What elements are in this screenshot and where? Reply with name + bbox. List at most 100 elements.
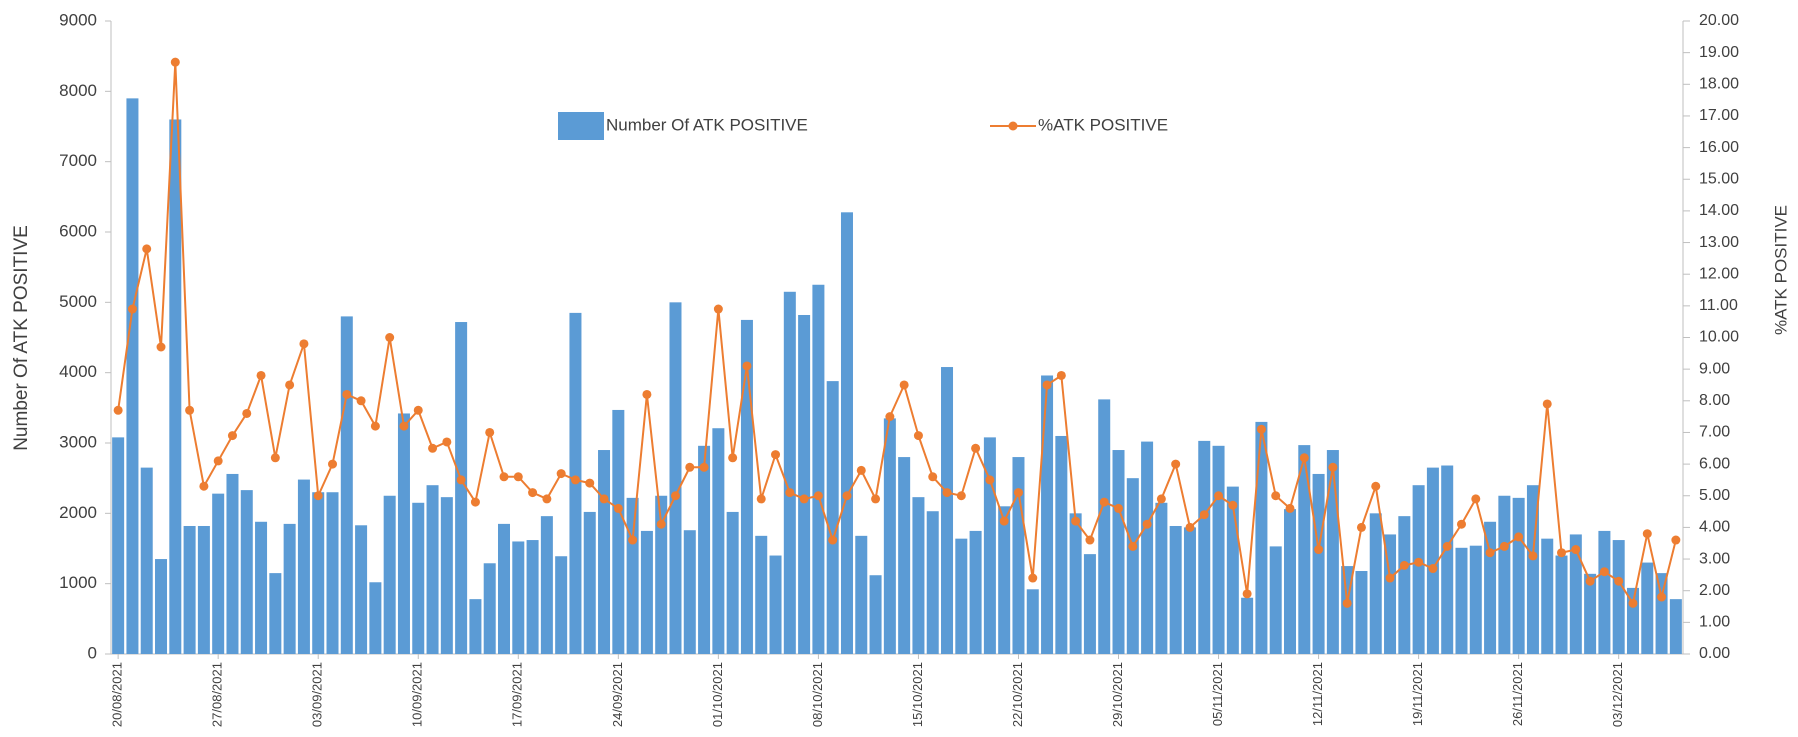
legend-label: %ATK POSITIVE bbox=[1038, 115, 1168, 134]
line-marker bbox=[456, 475, 466, 485]
bar bbox=[1541, 538, 1554, 654]
line-marker bbox=[313, 491, 323, 501]
bar bbox=[1226, 486, 1239, 654]
x-tick-label: 01/10/2021 bbox=[710, 662, 725, 727]
legend-label: Number Of ATK POSITIVE bbox=[606, 115, 808, 134]
bar bbox=[669, 302, 682, 654]
x-tick-label: 27/08/2021 bbox=[210, 662, 225, 727]
line-marker bbox=[1242, 589, 1252, 599]
line-marker bbox=[1342, 598, 1352, 608]
line-marker bbox=[428, 443, 438, 453]
bar bbox=[1498, 495, 1511, 654]
line-marker bbox=[242, 408, 252, 418]
y-tick-label: 3000 bbox=[59, 432, 97, 451]
line-marker bbox=[928, 472, 938, 482]
y-tick-label: 9000 bbox=[59, 10, 97, 29]
bar bbox=[1669, 599, 1682, 654]
bar bbox=[712, 428, 725, 654]
line-marker bbox=[1571, 545, 1581, 555]
bar bbox=[483, 563, 496, 654]
line-marker bbox=[656, 519, 666, 529]
bar bbox=[1255, 421, 1268, 654]
bar bbox=[1555, 555, 1568, 654]
y-tick-label: 0 bbox=[88, 643, 97, 662]
bar bbox=[455, 322, 468, 654]
bar bbox=[126, 98, 139, 654]
line-marker bbox=[1385, 573, 1395, 583]
y2-tick-label: 19.00 bbox=[1699, 44, 1739, 61]
y-tick-label: 7000 bbox=[59, 151, 97, 170]
line-marker bbox=[1399, 560, 1409, 570]
bar bbox=[140, 467, 153, 654]
line-marker bbox=[628, 535, 638, 545]
bar bbox=[969, 530, 982, 654]
bar bbox=[769, 555, 782, 654]
y2-axis-title: %ATK POSITIVE bbox=[1771, 205, 1790, 335]
line-marker bbox=[1028, 573, 1038, 583]
y2-tick-label: 1.00 bbox=[1699, 614, 1730, 631]
bar bbox=[1055, 435, 1068, 654]
bar bbox=[440, 497, 453, 654]
line-marker bbox=[156, 342, 166, 352]
bar bbox=[1126, 478, 1139, 654]
line-marker bbox=[1642, 529, 1652, 539]
bar bbox=[1569, 534, 1582, 654]
line-marker bbox=[285, 380, 295, 390]
bar bbox=[1598, 530, 1611, 654]
bar bbox=[1283, 509, 1297, 654]
line-marker bbox=[1128, 541, 1138, 551]
bar bbox=[1141, 441, 1154, 654]
line-marker bbox=[299, 339, 309, 349]
line-marker bbox=[885, 412, 895, 422]
line-marker bbox=[1099, 497, 1109, 507]
line-marker bbox=[1214, 491, 1224, 501]
line-marker bbox=[1185, 522, 1195, 532]
y2-tick-label: 12.00 bbox=[1699, 265, 1739, 282]
bar bbox=[798, 314, 811, 654]
line-marker bbox=[1171, 459, 1181, 469]
bar bbox=[226, 473, 239, 654]
line-marker bbox=[199, 481, 209, 491]
bar bbox=[1641, 562, 1654, 654]
line-marker bbox=[1042, 380, 1052, 390]
bar bbox=[655, 495, 668, 654]
y2-tick-label: 7.00 bbox=[1699, 424, 1730, 441]
bar bbox=[212, 493, 225, 654]
line-marker bbox=[342, 389, 352, 399]
bar bbox=[612, 409, 625, 654]
bar bbox=[1112, 450, 1125, 654]
bar bbox=[197, 525, 210, 654]
bar bbox=[1212, 445, 1225, 654]
x-tick-label: 17/09/2021 bbox=[510, 662, 525, 727]
line-marker bbox=[1114, 503, 1124, 513]
line-marker bbox=[1328, 462, 1338, 472]
bar bbox=[1041, 375, 1054, 654]
bar bbox=[1355, 571, 1368, 654]
line-marker bbox=[956, 491, 966, 501]
bar bbox=[283, 523, 296, 654]
line-marker bbox=[1671, 535, 1681, 545]
line-marker bbox=[1442, 541, 1452, 551]
bar bbox=[1326, 450, 1339, 654]
line-marker bbox=[1071, 516, 1081, 526]
bar bbox=[555, 556, 568, 654]
bar bbox=[1655, 573, 1668, 654]
y2-tick-label: 17.00 bbox=[1699, 107, 1739, 124]
bar bbox=[740, 319, 753, 654]
bar bbox=[312, 492, 325, 654]
bar bbox=[497, 523, 511, 654]
bar bbox=[340, 316, 353, 654]
bar bbox=[1426, 467, 1439, 654]
y2-tick-label: 15.00 bbox=[1699, 170, 1739, 187]
line-marker bbox=[999, 516, 1009, 526]
bar bbox=[1312, 473, 1325, 654]
line-marker bbox=[442, 437, 452, 447]
line-marker bbox=[785, 488, 795, 498]
x-tick-label: 24/09/2021 bbox=[610, 662, 625, 727]
bar bbox=[169, 119, 182, 654]
line-marker bbox=[1599, 567, 1609, 577]
bar bbox=[1026, 589, 1039, 654]
line-marker bbox=[899, 380, 909, 390]
bar bbox=[883, 418, 896, 654]
line-marker bbox=[842, 491, 852, 501]
